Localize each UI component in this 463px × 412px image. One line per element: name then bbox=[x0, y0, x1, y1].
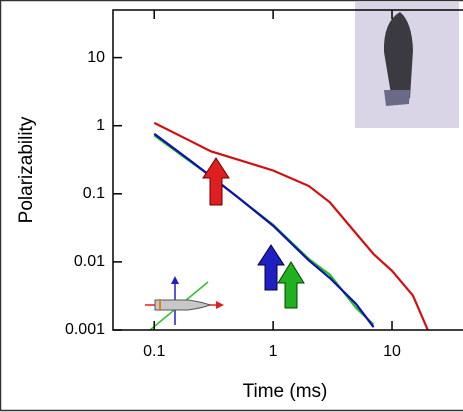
plot-frame bbox=[112, 9, 463, 331]
x-axis-label: Time (ms) bbox=[243, 381, 328, 402]
y-tick-label: 10 bbox=[87, 49, 105, 66]
y-tick-label: 0.01 bbox=[74, 253, 105, 270]
orientation-icon bbox=[145, 276, 224, 331]
icon-bullet bbox=[154, 299, 212, 311]
bullet-base bbox=[384, 90, 410, 106]
inset-photo bbox=[355, 2, 459, 128]
y-tick-label: 1 bbox=[96, 117, 105, 134]
green-arrow bbox=[277, 261, 305, 309]
red-arrow bbox=[202, 157, 230, 206]
x-tick-label: 1 bbox=[269, 343, 278, 360]
plot-area bbox=[153, 121, 429, 330]
x-tick-label: 0.1 bbox=[143, 343, 165, 360]
icon-arrowhead bbox=[216, 301, 224, 309]
bullet-photo bbox=[383, 12, 413, 100]
y-axis-label: Polarizability bbox=[16, 116, 37, 223]
x-tick-label: 10 bbox=[383, 343, 401, 360]
series-line bbox=[153, 121, 429, 330]
blue-arrow bbox=[257, 244, 285, 291]
y-tick-label: 0.1 bbox=[83, 185, 105, 202]
arrows bbox=[202, 157, 305, 309]
series-line bbox=[153, 132, 375, 328]
y-tick-label: 0.001 bbox=[65, 321, 105, 338]
icon-arrowhead bbox=[171, 276, 179, 284]
